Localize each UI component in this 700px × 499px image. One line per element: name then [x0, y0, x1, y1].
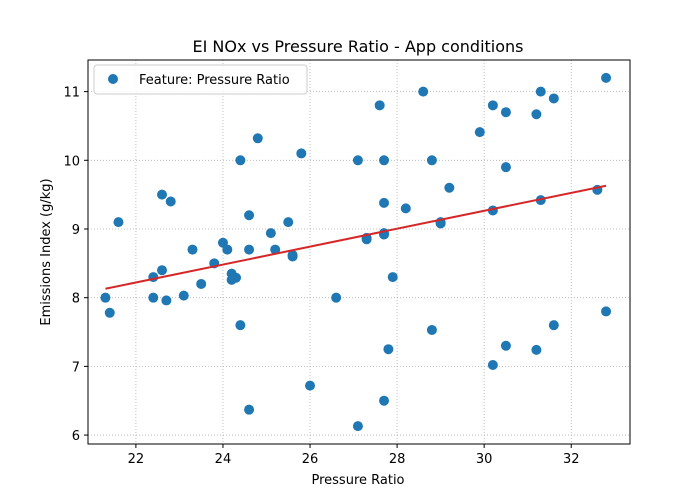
scatter-point: [531, 344, 542, 355]
scatter-point: [426, 324, 437, 335]
scatter-point: [235, 320, 246, 331]
scatter-point: [383, 344, 394, 355]
scatter-point: [418, 86, 429, 97]
plot-frame: [87, 59, 631, 445]
scatter-point: [283, 217, 294, 228]
x-axis-label: Pressure Ratio: [311, 473, 404, 488]
y-tick-label: 9: [72, 223, 80, 238]
scatter-point: [270, 244, 281, 255]
scatter-point: [100, 292, 111, 303]
legend-box: [93, 64, 308, 95]
trend-line: [105, 184, 607, 290]
y-tick-label: 7: [72, 360, 80, 375]
scatter-point: [187, 244, 198, 255]
y-tick-label: 10: [63, 154, 80, 169]
scatter-point: [379, 155, 390, 166]
scatter-point: [296, 148, 307, 159]
y-tick-label: 6: [72, 429, 80, 444]
y-tick-label: 11: [63, 86, 80, 101]
scatter-point: [387, 272, 398, 283]
x-tick-label: 24: [215, 452, 232, 467]
scatter-point: [601, 306, 612, 317]
y-axis-label: Emissions Index (g/kg): [39, 178, 54, 325]
scatter-point: [165, 196, 176, 207]
scatter-point: [265, 228, 276, 239]
scatter-point: [352, 155, 363, 166]
scatter-point: [379, 395, 390, 406]
scatter-point: [305, 380, 316, 391]
legend: Feature: Pressure Ratio: [93, 64, 308, 95]
scatter-point: [487, 100, 498, 111]
scatter-point: [548, 93, 559, 104]
x-tick-label: 30: [476, 452, 493, 467]
scatter-point: [487, 360, 498, 371]
scatter-point: [400, 203, 411, 214]
scatter-point: [235, 155, 246, 166]
scatter-point: [379, 197, 390, 208]
scatter-point: [244, 210, 255, 221]
legend-label: Feature: Pressure Ratio: [139, 73, 290, 88]
x-tick-label: 22: [128, 452, 145, 467]
scatter-point: [104, 307, 115, 318]
scatter-point: [444, 182, 455, 193]
scatter-point: [535, 86, 546, 97]
scatter-point: [157, 265, 168, 276]
scatter-point: [287, 250, 298, 261]
scatter-point: [352, 421, 363, 432]
scatter-point: [148, 292, 159, 303]
scatter-point: [161, 295, 172, 306]
ticks: 22 24 26 28 30 32 6 7 8 9 10 11: [63, 86, 579, 467]
scatter-point: [374, 100, 385, 111]
scatter-point: [231, 272, 242, 283]
scatter-point: [500, 162, 511, 173]
scatter-point: [500, 107, 511, 118]
scatter-point: [178, 290, 189, 301]
scatter-point: [500, 340, 511, 351]
scatter-point: [196, 278, 207, 289]
scatter-point: [113, 217, 124, 228]
scatter-point: [157, 189, 168, 200]
scatter-point: [252, 133, 263, 144]
y-tick-label: 8: [72, 292, 80, 307]
scatter-point: [426, 155, 437, 166]
scatter-point: [531, 109, 542, 120]
x-tick-label: 26: [302, 452, 319, 467]
scatter-point: [244, 404, 255, 415]
legend-marker: [108, 74, 118, 84]
x-tick-label: 28: [389, 452, 406, 467]
chart-title: EI NOx vs Pressure Ratio - App condition…: [192, 37, 523, 56]
scatter-point: [222, 244, 233, 255]
scatter-point: [244, 244, 255, 255]
x-tick-label: 32: [563, 452, 580, 467]
scatter-point: [548, 320, 559, 331]
scatter-point: [601, 72, 612, 83]
scatter-point: [331, 292, 342, 303]
scatter-point: [474, 127, 485, 138]
plot-data: [100, 72, 612, 432]
